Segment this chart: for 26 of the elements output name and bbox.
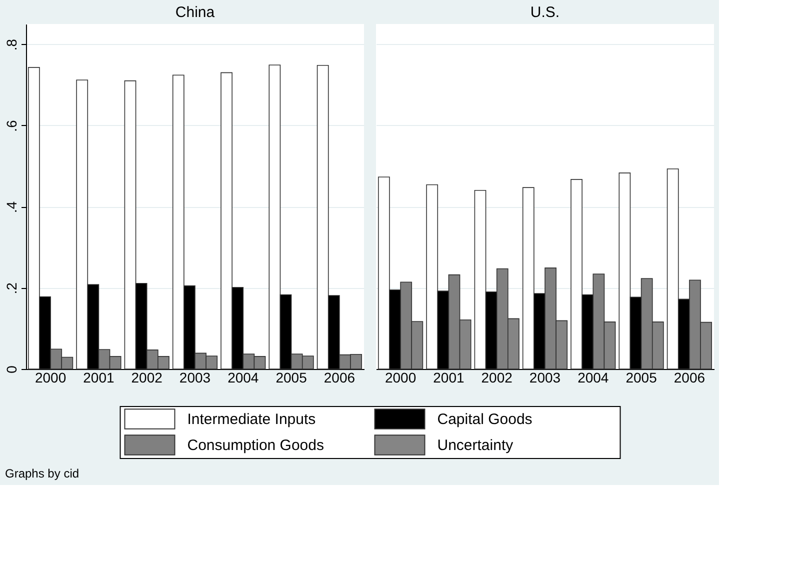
y-tick-label: 0 — [4, 365, 20, 374]
x-tick-label: 2002 — [481, 370, 513, 386]
x-tick-label: 2004 — [228, 370, 259, 386]
x-tick-label: 2005 — [276, 370, 308, 386]
y-tick-label: .8 — [4, 38, 20, 51]
x-tick-label: 2002 — [131, 370, 163, 386]
x-tick-label: 2003 — [179, 370, 211, 386]
y-tick-label: .6 — [4, 120, 20, 132]
y-tick-label: .2 — [4, 282, 20, 294]
legend-label: Capital Goods — [437, 411, 532, 428]
chart-title: U.S. — [530, 4, 560, 21]
x-tick-label: 2004 — [578, 370, 609, 386]
x-tick-label: 2003 — [529, 370, 561, 386]
text: Graphs by cid — [5, 466, 80, 480]
x-tick-label: 2006 — [324, 370, 356, 386]
x-tick-label: 2000 — [384, 370, 416, 386]
x-tick-label: 2001 — [83, 370, 114, 386]
legend-label: Uncertainty — [437, 437, 514, 454]
x-tick-label: 2000 — [34, 370, 66, 386]
legend-label: Consumption Goods — [187, 437, 324, 454]
x-tick-label: 2005 — [626, 370, 658, 386]
chart-title: China — [175, 4, 216, 21]
y-tick-label: .4 — [4, 201, 20, 213]
x-tick-label: 2006 — [674, 370, 706, 386]
legend-label: Intermediate Inputs — [187, 411, 316, 428]
x-tick-label: 2001 — [433, 370, 464, 386]
